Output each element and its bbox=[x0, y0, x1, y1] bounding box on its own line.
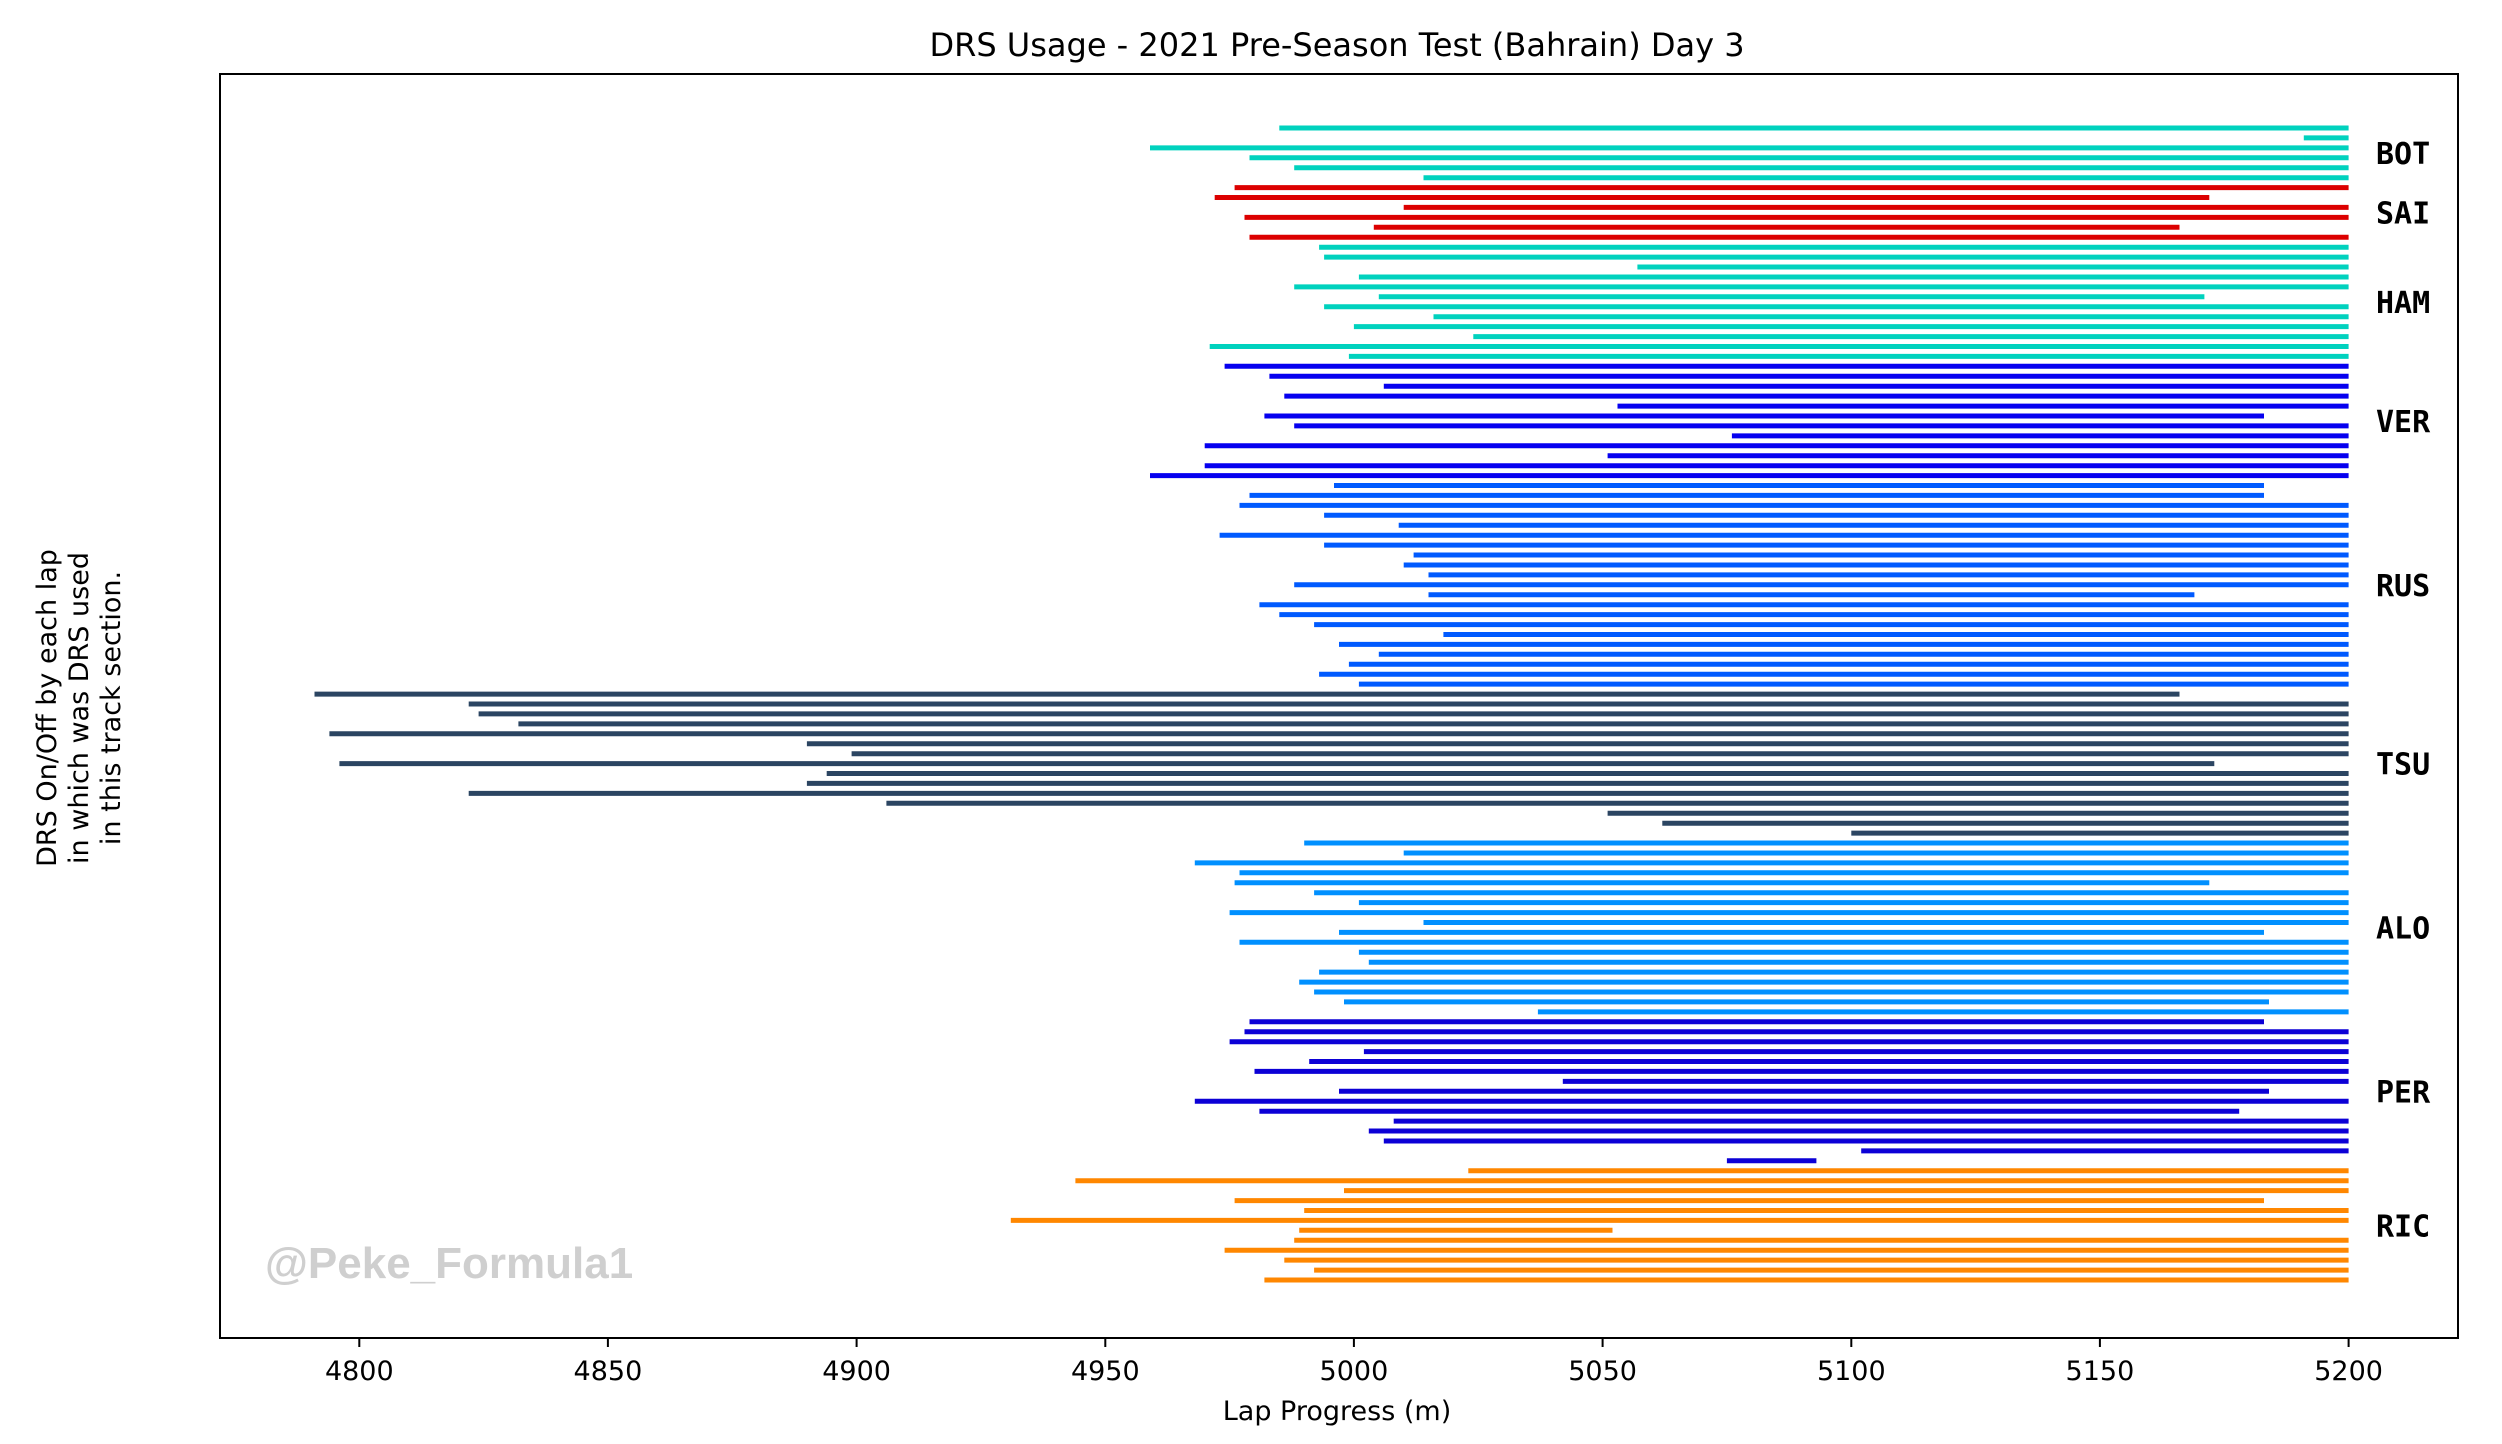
x-tick-label-5000: 5000 bbox=[1320, 1356, 1389, 1387]
y-axis-label: DRS On/Off by each lap in which was DRS … bbox=[32, 549, 127, 867]
driver-label-ham: HAM bbox=[2376, 286, 2430, 321]
drs-segments bbox=[314, 125, 2349, 1283]
x-tick-label-4900: 4900 bbox=[822, 1356, 891, 1387]
x-tick-label-4850: 4850 bbox=[574, 1356, 643, 1387]
y-axis-label-line-2: in which was DRS used bbox=[64, 552, 95, 864]
x-tick-label-5050: 5050 bbox=[1568, 1356, 1637, 1387]
driver-label-bot: BOT bbox=[2376, 137, 2430, 172]
x-tick-label-5100: 5100 bbox=[1817, 1356, 1886, 1387]
driver-label-ver: VER bbox=[2376, 405, 2431, 440]
x-tick-label-5150: 5150 bbox=[2066, 1356, 2135, 1387]
x-axis-ticks: 4800 4850 4900 4950 5000 5050 5100 5150 5200 bbox=[325, 1338, 2383, 1387]
x-tick-label-5200: 5200 bbox=[2314, 1356, 2383, 1387]
driver-label-sai: SAI bbox=[2376, 196, 2430, 231]
x-tick-label-4800: 4800 bbox=[325, 1356, 394, 1387]
driver-label-alo: ALO bbox=[2376, 911, 2430, 946]
watermark: @Peke_Formula1 bbox=[265, 1239, 633, 1288]
x-tick-label-4950: 4950 bbox=[1071, 1356, 1140, 1387]
driver-label-per: PER bbox=[2376, 1075, 2431, 1110]
driver-labels: BOT SAI HAM VER RUS TSU ALO PER RIC bbox=[2376, 137, 2431, 1245]
y-axis-label-line-1: DRS On/Off by each lap bbox=[32, 549, 63, 867]
driver-label-rus: RUS bbox=[2376, 569, 2430, 604]
driver-label-ric: RIC bbox=[2376, 1209, 2430, 1244]
driver-label-tsu: TSU bbox=[2376, 748, 2430, 783]
y-axis-label-line-3: in this track section. bbox=[96, 571, 127, 845]
x-axis-label: Lap Progress (m) bbox=[1223, 1396, 1452, 1427]
plot-frame bbox=[219, 73, 2459, 1339]
chart-title: DRS Usage - 2021 Pre-Season Test (Bahrai… bbox=[929, 26, 1744, 64]
